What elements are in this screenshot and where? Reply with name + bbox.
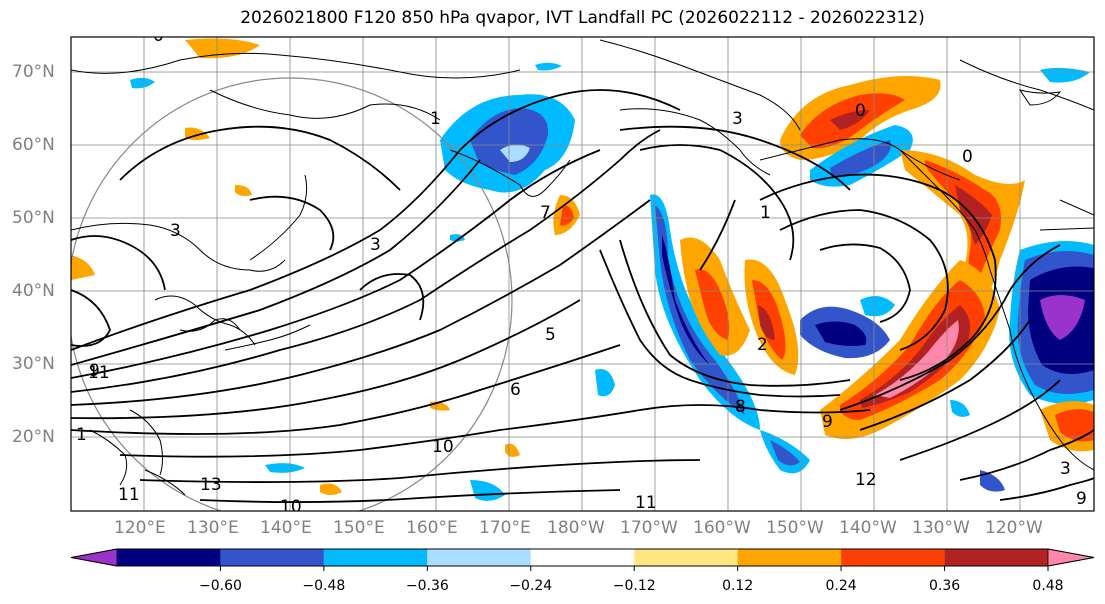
plot-title: 2026021800 F120 850 hPa qvapor, IVT Land… — [240, 8, 925, 28]
contour-label: 12 — [855, 470, 877, 490]
gridlines — [71, 37, 1094, 511]
contour-label: 1 — [760, 203, 771, 223]
contour-label: 8 — [735, 397, 746, 417]
contour-label: 9 — [822, 412, 833, 432]
lon-label: 160°W — [693, 518, 751, 538]
lon-label: 120°W — [985, 518, 1043, 538]
contour-label: 0 — [962, 147, 973, 167]
contour-labels: 0 3 1 7 3 5 1 0 0 3 6 8 9 10 11 12 11 13… — [76, 26, 1087, 517]
lat-label: 60°N — [12, 135, 55, 155]
landfall-radius-circle — [71, 77, 513, 511]
contour-label: 1 — [76, 425, 87, 445]
contour-label: 11 — [88, 363, 110, 383]
contour-label: 9 — [89, 361, 100, 381]
coastlines — [71, 39, 1094, 496]
contour-label: 1 — [430, 109, 441, 129]
lon-label: 170°W — [620, 518, 678, 538]
lat-label: 40°N — [12, 281, 55, 301]
contour-label: 9 — [1076, 489, 1087, 509]
contour-label: 3 — [170, 221, 181, 241]
contour-label: 0 — [153, 26, 164, 46]
contour-label: 6 — [510, 380, 521, 400]
lat-label: 30°N — [12, 354, 55, 374]
contour-label: 10 — [432, 437, 454, 457]
map-frame — [70, 36, 1095, 512]
contour-label: 11 — [635, 493, 657, 513]
lat-label: 50°N — [12, 208, 55, 228]
lon-label: 130°W — [912, 518, 970, 538]
lon-label: 180°W — [547, 518, 605, 538]
contour-label: 0 — [855, 101, 866, 121]
lon-label: 130°E — [187, 518, 239, 538]
lon-label: 140°E — [260, 518, 312, 538]
contour-label: 5 — [545, 325, 556, 345]
contour-label: 11 — [118, 485, 140, 505]
contour-label: 3 — [732, 109, 743, 129]
contour-label: 7 — [540, 203, 551, 223]
lon-label: 150°E — [333, 518, 385, 538]
contour-label: 13 — [200, 475, 222, 495]
lon-label: 140°W — [839, 518, 897, 538]
lat-label: 20°N — [12, 427, 55, 447]
contour-label: 3 — [370, 235, 381, 255]
lon-label: 170°E — [479, 518, 531, 538]
contour-label: 3 — [1060, 459, 1071, 479]
contour-label: 2 — [757, 335, 768, 355]
lon-label: 120°E — [114, 518, 166, 538]
lat-label: 70°N — [12, 62, 55, 82]
contour-label: 10 — [280, 497, 302, 517]
lon-label: 160°E — [406, 518, 458, 538]
ivt-contours — [71, 89, 1094, 503]
shading-layer — [71, 38, 1094, 501]
lon-label: 150°W — [766, 518, 824, 538]
